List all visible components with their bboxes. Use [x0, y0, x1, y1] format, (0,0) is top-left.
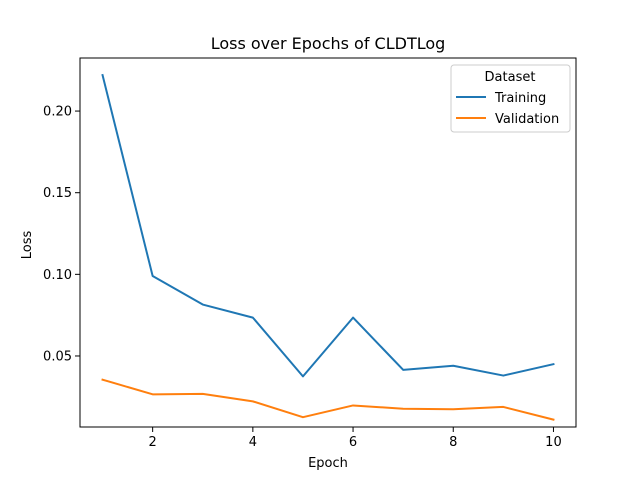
legend: Dataset Training Validation — [450, 64, 571, 133]
legend-label-validation: Validation — [495, 112, 559, 127]
y-tick-label: 0.15 — [43, 186, 72, 201]
series-line-validation — [101, 378, 555, 421]
chart-title: Loss over Epochs of CLDTLog — [211, 34, 446, 53]
legend-box — [450, 64, 571, 133]
x-axis-label: Epoch — [308, 456, 348, 471]
legend-title: Dataset — [485, 70, 536, 85]
y-tick-label: 0.05 — [43, 349, 72, 364]
legend-label-training: Training — [494, 91, 546, 106]
y-axis-label: Loss — [20, 231, 35, 260]
y-tick-label: 0.10 — [43, 268, 72, 283]
x-tick-label: 2 — [149, 435, 157, 450]
x-tick-label: 10 — [545, 435, 562, 450]
y-tick-label: 0.20 — [43, 105, 72, 120]
x-tick-label: 6 — [349, 435, 357, 450]
x-tick-label: 4 — [249, 435, 257, 450]
plot-area: 2 4 6 8 10 0.05 0.10 0.15 0.20 — [43, 57, 577, 450]
series-line-training — [101, 73, 555, 378]
x-tick-label: 8 — [449, 435, 457, 450]
axes-frame — [79, 57, 577, 428]
